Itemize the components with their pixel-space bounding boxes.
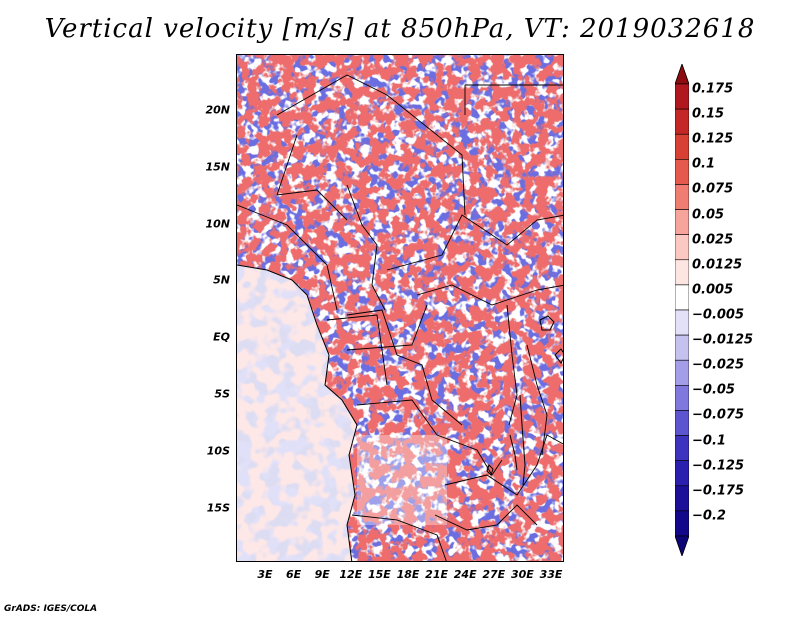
colorbar-segment (675, 159, 689, 185)
lon-label: 9E (314, 568, 330, 581)
lon-label: 24E (453, 568, 477, 581)
lon-label: 12E (339, 568, 363, 581)
colorbar-bottom-arrow (675, 535, 689, 556)
colorbar-label: −0.1 (692, 433, 726, 449)
lon-label: 21E (425, 568, 448, 581)
lat-label: 10S (206, 444, 230, 458)
colorbar-label: −0.005 (692, 307, 745, 323)
colorbar-label: −0.175 (692, 483, 745, 499)
colorbar-label: −0.075 (692, 407, 745, 423)
colorbar-label: −0.025 (692, 357, 745, 373)
lat-label: 20N (205, 103, 230, 117)
lon-label: 27E (482, 568, 506, 581)
lon-label: 30E (510, 568, 534, 581)
colorbar (675, 64, 689, 556)
colorbar-label: 0.005 (692, 282, 734, 298)
colorbar-segment (675, 284, 689, 311)
colorbar-label: −0.05 (692, 382, 735, 398)
colorbar-label: −0.125 (692, 458, 745, 474)
colorbar-label: 0.075 (692, 181, 734, 197)
colorbar-top-arrow (675, 64, 689, 85)
coastline (237, 264, 358, 561)
colorbar-segment (675, 133, 689, 160)
colorbar-segment (675, 334, 689, 361)
colorbar-segment (675, 460, 689, 487)
colorbar-label: 0.1 (692, 156, 716, 172)
lat-label: 15S (206, 501, 230, 515)
colorbar-label: 0.15 (692, 106, 725, 122)
colorbar-label: 0.025 (692, 232, 734, 248)
colorbar-segment (675, 83, 689, 110)
colorbar-segment (675, 209, 689, 235)
lon-label: 18E (396, 568, 420, 581)
colorbar-segment (675, 108, 689, 135)
lon-label: 3E (257, 568, 273, 581)
lat-label: 10N (205, 217, 230, 231)
colorbar-segment (675, 435, 689, 461)
lon-label: 6E (286, 568, 302, 581)
colorbar-segment (675, 184, 689, 210)
map-plot[interactable] (236, 54, 564, 562)
colorbar-segment (675, 234, 689, 261)
colorbar-segment (675, 385, 689, 411)
colorbar-segment (675, 510, 689, 537)
colorbar-label: −0.2 (692, 508, 726, 524)
lakes (486, 315, 563, 486)
lat-label: 5S (214, 387, 230, 401)
lat-label: 15N (205, 160, 230, 174)
lon-label: 33E (539, 568, 563, 581)
map-title: Vertical velocity [m/s] at 850hPa, VT: 2… (44, 14, 756, 44)
colorbar-label: 0.0125 (692, 257, 743, 273)
colorbar-segment (675, 359, 689, 386)
colorbar-label: 0.05 (692, 207, 725, 223)
colorbar-segment (675, 485, 689, 512)
colorbar-label: −0.0125 (692, 332, 754, 348)
colorbar-segment (675, 259, 689, 286)
lon-label: 15E (367, 568, 391, 581)
colorbar-segment (675, 410, 689, 436)
lat-label: 5N (213, 273, 230, 287)
lat-label: EQ (213, 330, 230, 344)
country-borders (237, 74, 563, 561)
credit-text: GrADS: IGES/COLA (4, 604, 98, 614)
colorbar-segment (675, 309, 689, 336)
colorbar-label: 0.125 (692, 131, 734, 147)
colorbar-label: 0.175 (692, 81, 734, 97)
